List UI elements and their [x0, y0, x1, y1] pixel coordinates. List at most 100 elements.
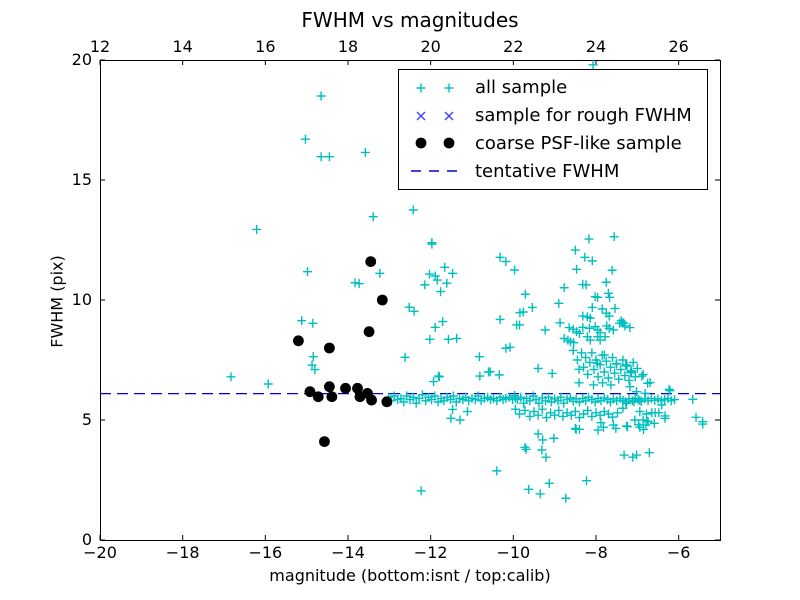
scatter-point-plus	[638, 415, 648, 425]
scatter-point-plus	[432, 275, 442, 285]
legend-item-rough-fwhm: sample for rough FWHM	[405, 103, 707, 129]
scatter-point-plus	[632, 450, 642, 460]
scatter-point-dot	[363, 326, 375, 338]
scatter-point-plus	[448, 268, 458, 278]
scatter-point-plus	[411, 398, 421, 408]
scatter-point-plus	[595, 335, 605, 345]
scatter-point-plus	[442, 278, 452, 288]
scatter-point-plus	[408, 205, 418, 215]
scatter-point-plus	[512, 320, 522, 330]
scatter-point-plus	[368, 212, 378, 222]
scatter-point-plus	[585, 335, 595, 345]
scatter-point-plus	[520, 405, 530, 415]
scatter-point-plus	[601, 356, 611, 366]
scatter-point-plus	[570, 423, 580, 433]
x-tick-label-bottom: −20	[83, 543, 117, 562]
scatter-point-plus	[434, 372, 444, 382]
x-tick-label-top: 24	[586, 37, 606, 56]
scatter-point-plus	[324, 152, 334, 162]
scatter-point-plus	[544, 478, 554, 488]
scatter-point-plus	[569, 338, 579, 348]
scatter-point-plus	[628, 357, 638, 367]
scatter-point-plus	[302, 267, 312, 277]
x-tick-label-top: 16	[255, 37, 275, 56]
legend-label: all sample	[475, 77, 568, 99]
scatter-point-plus	[360, 147, 370, 157]
scatter-point-plus	[603, 288, 613, 298]
scatter-point-plus	[585, 313, 595, 323]
scatter-point-plus	[581, 476, 591, 486]
scatter-point-plus	[604, 311, 614, 321]
scatter-point-plus	[448, 391, 458, 401]
scatter-point-plus	[474, 352, 484, 362]
scatter-point-plus	[595, 360, 605, 370]
y-tick-label: 20	[72, 50, 92, 69]
scatter-point-plus	[608, 420, 618, 430]
scatter-point-plus	[635, 407, 645, 417]
scatter-point-plus	[559, 333, 569, 343]
x-tick-label-bottom: −16	[248, 543, 282, 562]
scatter-point-dot	[376, 294, 388, 306]
scatter-point-plus	[462, 407, 472, 417]
scatter-point-plus	[698, 419, 708, 429]
scatter-point-plus	[584, 323, 594, 333]
x-tick-label-bottom: −8	[584, 543, 608, 562]
legend-label: sample for rough FWHM	[475, 105, 692, 127]
scatter-point-plus	[399, 397, 409, 407]
scatter-point-plus	[591, 355, 601, 365]
scatter-point-plus	[537, 404, 547, 414]
scatter-point-plus	[603, 373, 613, 383]
scatter-point-plus	[541, 413, 551, 423]
scatter-point-plus	[559, 283, 569, 293]
scatter-point-plus	[564, 323, 574, 333]
scatter-point-plus	[612, 408, 622, 418]
x-tick-label-bottom: −6	[667, 543, 691, 562]
scatter-point-plus	[616, 365, 626, 375]
x-tick-label-bottom: −14	[331, 543, 365, 562]
scatter-point-dot	[326, 391, 338, 403]
x-tick-label-top: 20	[420, 37, 440, 56]
scatter-point-plus	[618, 355, 628, 365]
scatter-point-plus	[612, 359, 622, 369]
y-tick-label: 5	[82, 410, 92, 429]
legend-item-psf-sample: coarse PSF-like sample	[405, 130, 707, 156]
scatter-point-plus	[583, 369, 593, 379]
scatter-point-plus	[430, 322, 440, 332]
scatter-point-plus	[510, 265, 520, 275]
scatter-point-plus	[581, 353, 591, 363]
x-tick-label-bottom: −10	[496, 543, 530, 562]
scatter-point-plus	[427, 239, 437, 249]
scatter-point-plus	[416, 83, 426, 93]
scatter-point-plus	[578, 279, 588, 289]
scatter-point-plus	[533, 410, 543, 420]
scatter-point-plus	[438, 317, 448, 327]
scatter-point-dot	[415, 137, 427, 149]
scatter-point-plus	[226, 372, 236, 382]
scatter-point-plus	[649, 418, 659, 428]
scatter-point-dot	[324, 381, 335, 393]
scatter-point-plus	[404, 302, 414, 312]
scatter-point-plus	[520, 442, 530, 452]
scatter-point-plus	[688, 394, 698, 404]
scatter-point-plus	[583, 405, 593, 415]
x-tick-label-bottom: −12	[414, 543, 448, 562]
scatter-point-plus	[538, 435, 548, 445]
scatter-point-dot	[312, 391, 324, 403]
scatter-point-plus	[645, 378, 655, 388]
scatter-point-plus	[587, 256, 597, 266]
scatter-point-dot	[366, 394, 377, 406]
scatter-point-plus	[632, 387, 642, 397]
scatter-point-plus	[644, 448, 654, 458]
scatter-point-plus	[316, 152, 326, 162]
scatter-point-plus	[501, 257, 511, 267]
scatter-point-plus	[408, 392, 418, 402]
scatter-point-plus	[525, 396, 535, 406]
scatter-point-plus	[598, 378, 608, 388]
scatter-point-plus	[587, 302, 597, 312]
scatter-point-plus	[593, 292, 603, 302]
scatter-point-plus	[597, 350, 607, 360]
scatter-point-plus	[618, 403, 628, 413]
scatter-point-dot	[324, 342, 335, 354]
scatter-point-plus	[654, 408, 664, 418]
